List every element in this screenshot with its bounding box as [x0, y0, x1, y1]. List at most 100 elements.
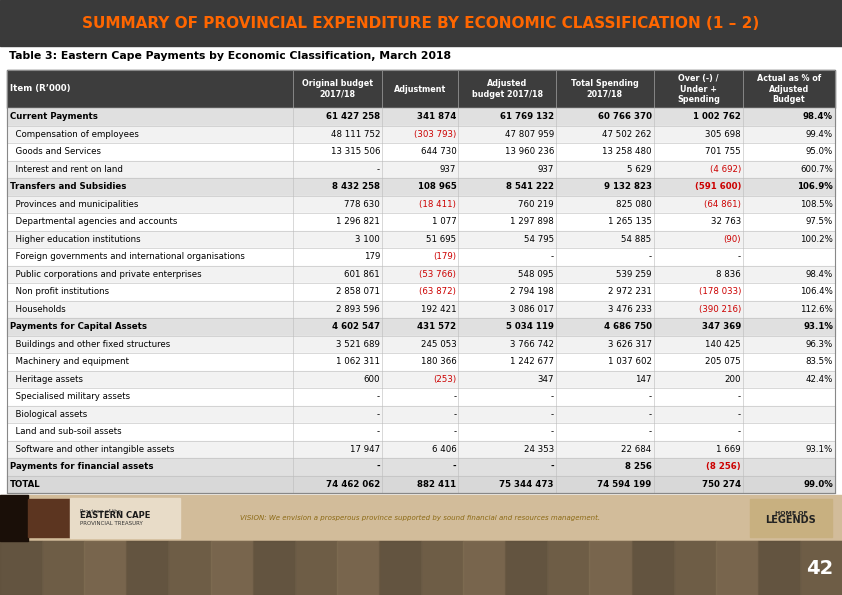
Text: 106.9%: 106.9%	[797, 182, 833, 191]
Bar	[210, 541, 253, 595]
Bar	[7, 213, 835, 230]
Text: -: -	[738, 252, 741, 261]
Text: 8 836: 8 836	[717, 270, 741, 278]
Text: 17 947: 17 947	[350, 444, 380, 454]
Text: Heritage assets: Heritage assets	[10, 375, 83, 384]
Text: Transfers and Subsidies: Transfers and Subsidies	[10, 182, 126, 191]
Text: EASTERN CAPE: EASTERN CAPE	[80, 511, 151, 520]
Text: -: -	[738, 410, 741, 419]
Bar	[7, 406, 835, 423]
Text: (253): (253)	[433, 375, 456, 384]
Bar	[7, 283, 835, 300]
Text: Households: Households	[10, 305, 66, 314]
Text: 3 476 233: 3 476 233	[608, 305, 652, 314]
Bar	[168, 541, 210, 595]
Bar	[7, 353, 835, 371]
Text: 42.4%: 42.4%	[806, 375, 833, 384]
Text: 347 369: 347 369	[702, 322, 741, 331]
Bar	[7, 70, 835, 493]
Text: -: -	[648, 252, 652, 261]
Text: (90): (90)	[723, 235, 741, 244]
Bar	[547, 541, 589, 595]
Text: 431 572: 431 572	[417, 322, 456, 331]
Text: 1 265 135: 1 265 135	[608, 217, 652, 226]
Bar	[42, 541, 84, 595]
Bar	[28, 499, 70, 537]
Text: -: -	[551, 427, 554, 436]
Text: 74 462 062: 74 462 062	[326, 480, 380, 488]
Text: 1 002 762: 1 002 762	[693, 112, 741, 121]
Text: 47 807 959: 47 807 959	[504, 130, 554, 139]
Bar	[632, 541, 674, 595]
Text: 98.4%: 98.4%	[803, 112, 833, 121]
Bar	[7, 371, 835, 388]
Bar	[379, 541, 421, 595]
Text: 760 219: 760 219	[519, 200, 554, 209]
Text: 600: 600	[364, 375, 380, 384]
Bar	[7, 230, 835, 248]
Text: -: -	[648, 427, 652, 436]
Text: 95.0%: 95.0%	[806, 147, 833, 156]
Bar	[7, 70, 835, 108]
Text: 2 858 071: 2 858 071	[336, 287, 380, 296]
Text: 601 861: 601 861	[344, 270, 380, 278]
Bar	[0, 495, 842, 541]
Text: (18 411): (18 411)	[419, 200, 456, 209]
Bar	[0, 541, 842, 595]
Text: Goods and Services: Goods and Services	[10, 147, 101, 156]
Text: Foreign governments and international organisations: Foreign governments and international or…	[10, 252, 245, 261]
Text: 548 095: 548 095	[519, 270, 554, 278]
Bar	[589, 541, 632, 595]
Text: 205 075: 205 075	[706, 357, 741, 367]
Text: 3 521 689: 3 521 689	[336, 340, 380, 349]
Text: Specialised military assets: Specialised military assets	[10, 392, 131, 401]
Text: -: -	[551, 252, 554, 261]
Text: 13 258 480: 13 258 480	[602, 147, 652, 156]
Text: -: -	[377, 165, 380, 174]
Text: -: -	[453, 462, 456, 471]
Text: 74 594 199: 74 594 199	[598, 480, 652, 488]
Text: TOTAL: TOTAL	[10, 480, 40, 488]
Text: 93.1%: 93.1%	[803, 322, 833, 331]
Text: 96.3%: 96.3%	[806, 340, 833, 349]
Text: -: -	[453, 392, 456, 401]
Text: 60 766 370: 60 766 370	[598, 112, 652, 121]
Text: 22 684: 22 684	[621, 444, 652, 454]
Text: 147: 147	[635, 375, 652, 384]
Text: Table 3: Eastern Cape Payments by Economic Classification, March 2018: Table 3: Eastern Cape Payments by Econom…	[9, 51, 451, 61]
Text: -: -	[648, 410, 652, 419]
Text: 108.5%: 108.5%	[800, 200, 833, 209]
Text: 750 274: 750 274	[702, 480, 741, 488]
Text: 825 080: 825 080	[616, 200, 652, 209]
Bar	[337, 541, 379, 595]
Bar	[7, 388, 835, 406]
Text: 5 629: 5 629	[627, 165, 652, 174]
Text: Province of the: Province of the	[80, 509, 121, 514]
Text: -: -	[377, 427, 380, 436]
Text: Interest and rent on land: Interest and rent on land	[10, 165, 123, 174]
Bar	[505, 541, 547, 595]
Text: (53 766): (53 766)	[419, 270, 456, 278]
Text: 8 432 258: 8 432 258	[332, 182, 380, 191]
Text: 644 730: 644 730	[420, 147, 456, 156]
Text: Over (-) /
Under +
Spending: Over (-) / Under + Spending	[677, 74, 720, 104]
Text: 1 037 602: 1 037 602	[608, 357, 652, 367]
Bar	[758, 541, 800, 595]
Text: 3 626 317: 3 626 317	[608, 340, 652, 349]
Bar	[7, 248, 835, 265]
Bar	[7, 161, 835, 178]
Text: 5 034 119: 5 034 119	[506, 322, 554, 331]
Text: (303 793): (303 793)	[414, 130, 456, 139]
Text: Current Payments: Current Payments	[10, 112, 98, 121]
Text: (591 600): (591 600)	[695, 182, 741, 191]
Bar	[674, 541, 716, 595]
Text: -: -	[377, 392, 380, 401]
Text: Non profit institutions: Non profit institutions	[10, 287, 109, 296]
Text: (390 216): (390 216)	[699, 305, 741, 314]
Text: Higher education institutions: Higher education institutions	[10, 235, 141, 244]
Text: Machinery and equipment: Machinery and equipment	[10, 357, 129, 367]
Bar	[295, 541, 337, 595]
Text: (8 256): (8 256)	[706, 462, 741, 471]
Text: 179: 179	[364, 252, 380, 261]
Text: Software and other intangible assets: Software and other intangible assets	[10, 444, 174, 454]
